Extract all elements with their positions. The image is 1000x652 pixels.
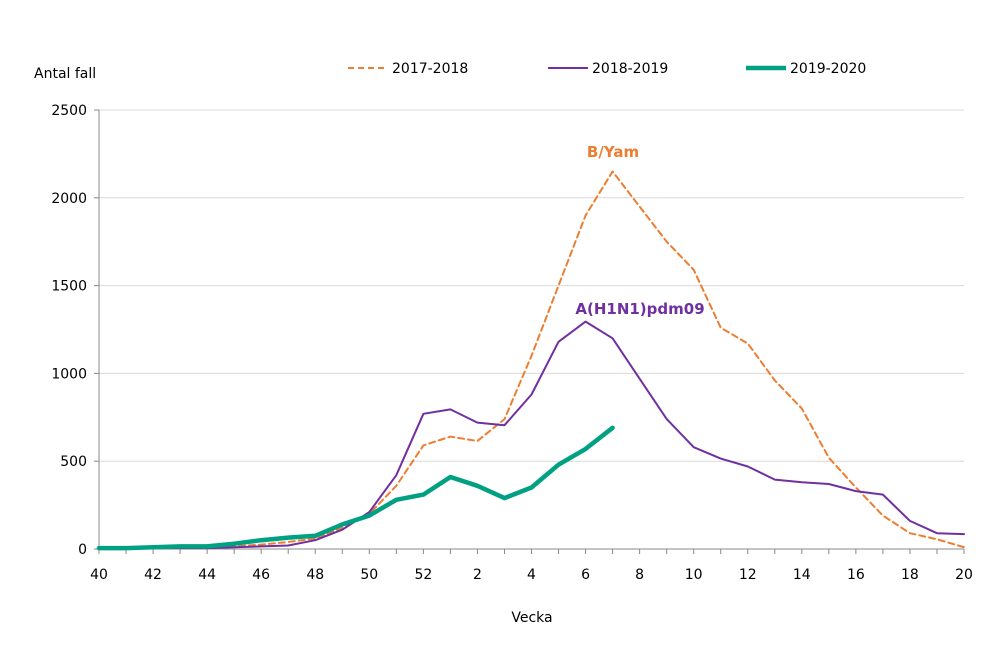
y-tick-label: 1000 [51,366,87,382]
series-line-2018-2019 [98,320,965,550]
y-tick-label: 2500 [51,103,87,119]
x-tick-label: 20 [955,567,973,583]
x-tick-label: 42 [144,567,162,583]
x-tick-label: 44 [198,567,216,583]
axes [94,109,965,554]
x-tick-label: 18 [901,567,919,583]
x-tick-label: 16 [847,567,865,583]
x-tick-label: 12 [739,567,757,583]
x-tick-label: 2 [473,567,482,583]
y-axis-title: Antal fall [34,66,96,82]
annotation-b-yam: B/Yam [587,143,639,161]
x-axis-title: Vecka [511,610,552,626]
y-tick-label: 0 [78,542,87,558]
x-tick-label: 40 [90,567,108,583]
y-tick-label: 2000 [51,191,87,207]
x-tick-label: 8 [635,567,644,583]
series-line-2017-2018 [98,170,965,550]
annotation-a-h1n1-pdm09: A(H1N1)pdm09 [575,300,704,318]
x-tick-label: 46 [252,567,270,583]
x-tick-label: 6 [581,567,590,583]
x-tick-label: 48 [306,567,324,583]
x-tick-label: 10 [685,567,703,583]
legend-label-2018-2019: 2018-2019 [592,61,668,77]
x-tick-label: 52 [414,567,432,583]
legend-label-2019-2020: 2019-2020 [790,61,866,77]
series-line-2019-2020 [96,425,615,551]
x-tick-label: 50 [360,567,378,583]
legend-label-2017-2018: 2017-2018 [392,61,468,77]
y-tick-label: 1500 [51,279,87,295]
gridlines [99,109,964,462]
y-tick-label: 500 [60,454,87,470]
x-tick-label: 4 [527,567,536,583]
series-lines [96,170,965,551]
x-tick-label: 14 [793,567,811,583]
legend: 2017-2018 2018-2019 2019-2020 [348,61,866,77]
